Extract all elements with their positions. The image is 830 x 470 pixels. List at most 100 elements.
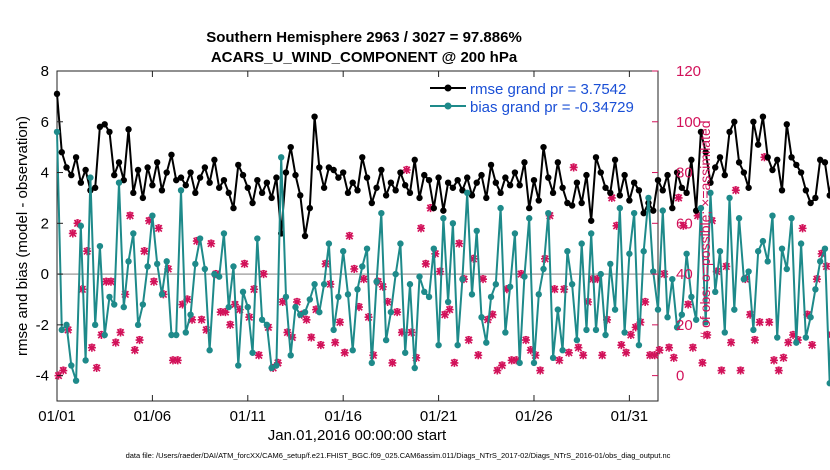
rmse-point	[459, 187, 466, 194]
bias-point	[716, 248, 724, 255]
rmse-point	[134, 166, 142, 174]
bias-point	[454, 341, 461, 349]
rmse-point	[297, 192, 304, 199]
obs-assimilated-marker	[598, 351, 607, 360]
rmse-point	[506, 182, 514, 189]
bias-point	[268, 364, 275, 372]
rmse-point	[712, 164, 719, 171]
rmse-point	[144, 164, 151, 171]
obs-assimilated-marker	[474, 351, 483, 360]
bias-point	[630, 209, 638, 217]
rmse-point	[802, 187, 810, 194]
rmse-point	[578, 199, 585, 207]
obs-assimilated-marker	[650, 351, 659, 360]
y2-tick-label: 60	[676, 215, 693, 232]
bias-point	[249, 349, 256, 356]
bias-point	[692, 316, 700, 323]
obs-assimilated-marker	[145, 216, 154, 225]
obs-assimilated-marker	[116, 328, 125, 337]
obs-assimilated-marker	[464, 336, 473, 345]
rmse-point	[502, 174, 509, 181]
rmse-point	[659, 187, 666, 194]
rmse-point	[225, 189, 232, 197]
obs-assimilated-marker	[703, 331, 712, 339]
obs-assimilated-marker	[73, 219, 82, 228]
rmse-point	[373, 184, 380, 191]
obs-assimilated-marker	[736, 366, 745, 375]
rmse-point	[759, 113, 767, 120]
bias-point	[588, 230, 595, 237]
rmse-point	[220, 176, 228, 184]
bias-point	[430, 245, 438, 252]
bias-point	[368, 359, 376, 367]
bias-point	[592, 326, 600, 334]
bias-point	[192, 260, 199, 268]
bias-point	[230, 263, 237, 270]
obs-assimilated-marker	[250, 285, 259, 294]
bias-point	[301, 308, 309, 316]
bias-point	[535, 291, 542, 298]
bias-point	[120, 303, 127, 311]
bias-point	[263, 321, 271, 329]
bias-point	[816, 258, 824, 265]
obs-assimilated-marker	[188, 315, 197, 324]
bias-point	[378, 209, 385, 217]
obs-assimilated-marker	[641, 298, 650, 306]
obs-assimilated-marker	[746, 310, 755, 319]
bias-point	[425, 293, 433, 301]
obs-assimilated-marker	[555, 356, 564, 365]
rmse-point	[549, 189, 557, 197]
bias-point	[678, 311, 686, 318]
rmse-point	[306, 204, 314, 212]
obs-assimilated-marker	[130, 346, 139, 355]
rmse-point	[153, 159, 161, 166]
bias-point	[640, 248, 647, 255]
bias-point	[235, 362, 242, 369]
obs-assimilated-marker	[393, 308, 402, 317]
rmse-point	[192, 189, 199, 197]
obs-assimilated-marker	[817, 249, 826, 258]
bias-point	[311, 281, 318, 288]
rmse-point	[430, 204, 438, 212]
rmse-point	[778, 187, 786, 194]
rmse-point	[678, 184, 686, 191]
rmse-point	[454, 176, 461, 184]
rmse-point	[721, 171, 728, 179]
obs-assimilated-marker	[607, 193, 616, 202]
rmse-point	[650, 207, 657, 214]
y2-tick-label: 80	[676, 165, 693, 182]
rmse-point	[754, 141, 762, 148]
rmse-point	[287, 143, 294, 151]
bias-point	[659, 207, 666, 214]
bias-point	[735, 215, 743, 222]
rmse-point	[740, 169, 748, 176]
obs-assimilated-marker	[283, 328, 292, 337]
rmse-point	[726, 128, 733, 136]
obs-assimilated-marker	[412, 353, 421, 362]
rmse-point	[363, 174, 371, 181]
rmse-point	[545, 174, 552, 181]
obs-assimilated-marker	[369, 351, 378, 360]
obs-assimilated-marker	[803, 310, 812, 319]
rmse-point	[464, 174, 471, 181]
rmse-point	[101, 121, 108, 128]
obs-assimilated-marker	[626, 331, 635, 339]
bias-point	[392, 270, 399, 278]
rmse-point	[244, 184, 251, 191]
obs-assimilated-marker	[498, 361, 507, 370]
rmse-point	[254, 176, 261, 184]
bias-point	[239, 288, 247, 296]
obs-assimilated-marker	[197, 315, 206, 324]
bias-point	[435, 341, 442, 349]
bias-point	[464, 189, 471, 197]
bias-point	[578, 240, 585, 247]
rmse-point	[230, 204, 237, 212]
bias-point	[363, 245, 371, 252]
bias-point	[115, 179, 123, 186]
x-tick-label: 01/11	[230, 408, 266, 425]
rmse-point	[411, 156, 418, 164]
y-axis-label: rmse and bias (model - observation)	[14, 116, 31, 356]
obs-assimilated-marker	[402, 166, 411, 174]
rmse-point	[182, 182, 189, 189]
obs-assimilated-marker	[364, 313, 373, 322]
